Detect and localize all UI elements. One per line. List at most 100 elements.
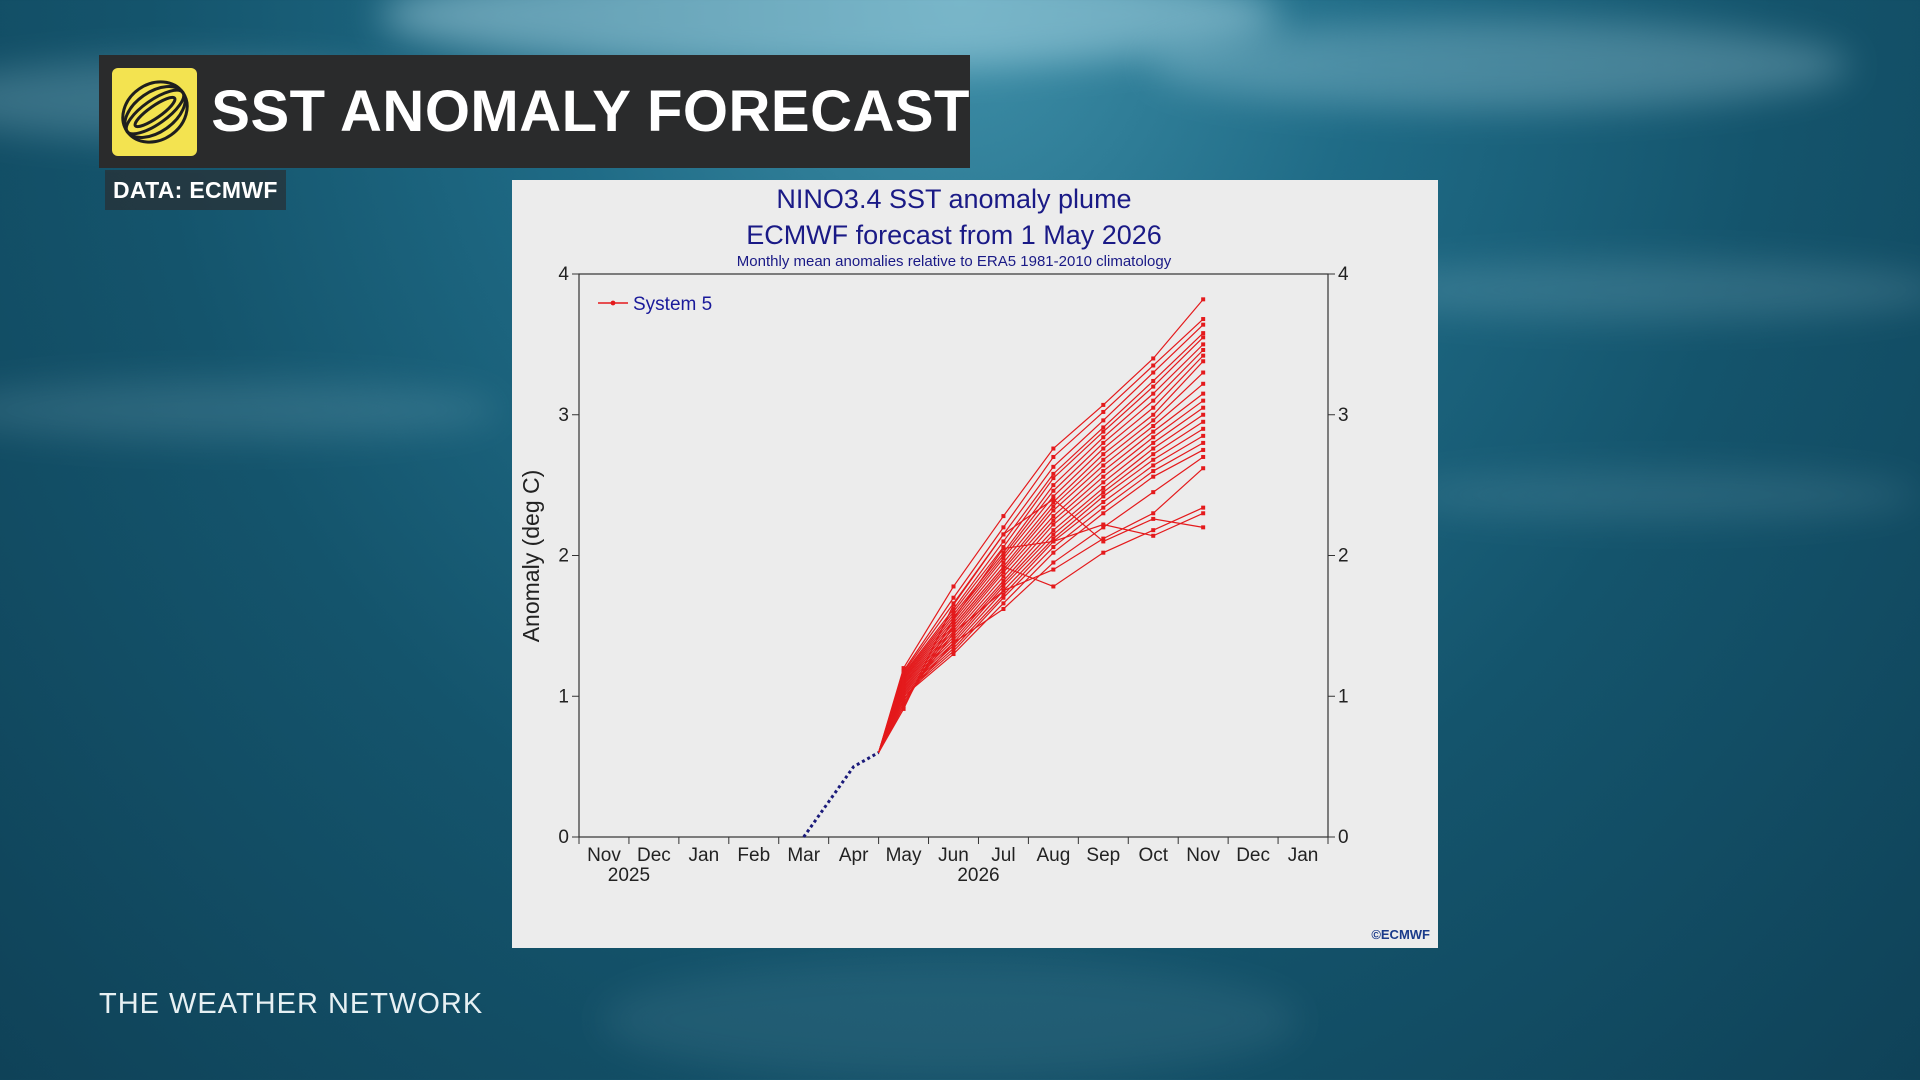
ensemble-point	[951, 609, 956, 614]
ensemble-point	[1101, 446, 1106, 451]
ensemble-point	[951, 630, 956, 635]
x-tick-label: Jun	[938, 845, 969, 866]
ensemble-point	[1201, 466, 1206, 471]
ensemble-point	[1101, 440, 1106, 445]
ensemble-member-line	[878, 318, 1204, 753]
ensemble-point	[1051, 497, 1056, 502]
ensemble-member-line	[878, 421, 1204, 753]
ensemble-point	[1151, 533, 1156, 538]
ensemble-point	[1201, 454, 1206, 459]
ensemble-point	[1051, 560, 1056, 565]
ensemble-point	[1101, 429, 1106, 434]
ensemble-member-line	[878, 355, 1204, 753]
ensemble-point	[951, 640, 956, 645]
ensemble-point	[1201, 353, 1206, 358]
ensemble-point	[1001, 595, 1006, 600]
y-tick-label: 1	[558, 686, 569, 707]
ensemble-member-line	[878, 498, 1204, 753]
ensemble-point	[1001, 606, 1006, 611]
ensemble-point	[1201, 525, 1206, 530]
ensemble-point	[1101, 480, 1106, 485]
ensemble-point	[1201, 391, 1206, 396]
x-tick-label: Nov	[1186, 845, 1220, 866]
ensemble-point	[951, 595, 956, 600]
ensemble-member-line	[878, 442, 1204, 753]
ensemble-point	[1051, 532, 1056, 537]
ensemble-point	[1151, 457, 1156, 462]
ensemble-point	[1201, 297, 1206, 302]
ensemble-point	[1151, 528, 1156, 533]
ensemble-point	[1201, 440, 1206, 445]
ensemble-point	[1101, 457, 1106, 462]
ensemble-point	[1101, 485, 1106, 490]
ensemble-point	[1101, 525, 1106, 530]
ensemble-point	[1001, 578, 1006, 583]
x-tick-label: Feb	[737, 845, 770, 866]
ensemble-point	[1151, 363, 1156, 368]
ensemble-point	[1201, 322, 1206, 327]
ensemble-point	[1151, 490, 1156, 495]
ensemble-point	[1101, 550, 1106, 555]
ensemble-point	[1201, 335, 1206, 340]
ensemble-point	[1201, 370, 1206, 375]
ensemble-point	[1051, 483, 1056, 488]
x-tick-label: Sep	[1086, 845, 1120, 866]
ensemble-point	[1151, 378, 1156, 383]
ensemble-point	[951, 602, 956, 607]
water-highlight	[0, 380, 500, 440]
chart-title: NINO3.4 SST anomaly plume	[776, 184, 1131, 214]
ensemble-point	[1101, 536, 1106, 541]
ensemble-point	[1051, 514, 1056, 519]
y-tick-label: 0	[558, 827, 569, 848]
ensemble-point	[1151, 398, 1156, 403]
data-source-label: DATA: ECMWF	[105, 170, 286, 210]
ensemble-point	[1051, 488, 1056, 493]
ensemble-point	[1151, 384, 1156, 389]
ensemble-point	[1001, 553, 1006, 558]
legend-marker	[610, 300, 616, 306]
ensemble-point	[1051, 550, 1056, 555]
ensemble-point	[1101, 435, 1106, 440]
ensemble-point	[901, 706, 906, 711]
ensemble-point	[1101, 474, 1106, 479]
y-tick-label-right: 4	[1338, 264, 1349, 285]
ensemble-point	[1051, 508, 1056, 513]
ensemble-point	[1001, 539, 1006, 544]
ensemble-member-line	[878, 407, 1204, 753]
ensemble-point	[1101, 425, 1106, 430]
ensemble-point	[1201, 419, 1206, 424]
ensemble-point	[1051, 584, 1056, 589]
ensemble-point	[1101, 494, 1106, 499]
ensemble-member-line	[878, 372, 1204, 753]
ensemble-point	[1151, 391, 1156, 396]
ensemble-point	[1101, 500, 1106, 505]
ensemble-point	[1001, 560, 1006, 565]
ensemble-point	[1001, 588, 1006, 593]
ensemble-point	[951, 623, 956, 628]
sst-plume-chart: NINO3.4 SST anomaly plume ECMWF forecast…	[518, 184, 1430, 942]
ensemble-point	[1001, 601, 1006, 606]
x-tick-label: Dec	[637, 845, 671, 866]
ensemble-point	[1201, 447, 1206, 452]
ensemble-point	[1051, 504, 1056, 509]
legend-label: System 5	[633, 294, 712, 315]
ensemble-point	[1201, 426, 1206, 431]
ensemble-point	[1151, 435, 1156, 440]
ensemble-point	[951, 635, 956, 640]
x-tick-label: May	[886, 845, 922, 866]
ensemble-member-line	[878, 428, 1204, 753]
ensemble-point	[1001, 567, 1006, 572]
brand-name: THE WEATHER NETWORK	[99, 988, 484, 1020]
ensemble-point	[1101, 505, 1106, 510]
x-tick-label: Mar	[787, 845, 820, 866]
ensemble-point	[1051, 528, 1056, 533]
ensemble-point	[1051, 494, 1056, 499]
ensemble-point	[901, 694, 906, 699]
x-tick-label: Jul	[991, 845, 1015, 866]
ensemble-point	[1101, 402, 1106, 407]
ensemble-point	[951, 637, 956, 642]
ensemble-point	[1151, 440, 1156, 445]
ensemble-point	[1001, 546, 1006, 551]
ensemble-point	[1051, 446, 1056, 451]
ensemble-point	[1101, 469, 1106, 474]
